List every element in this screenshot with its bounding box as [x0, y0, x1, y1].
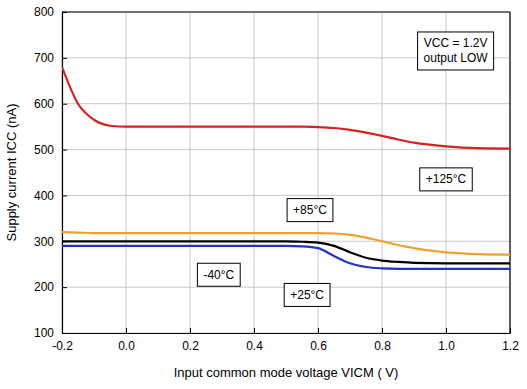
annotation-text: output LOW [424, 51, 489, 65]
series-line [62, 246, 510, 269]
x-grid-line [510, 12, 511, 333]
y-tick-mark [62, 195, 67, 196]
y-grid-line [62, 333, 510, 334]
plot: -0.2 0.0 0.2 0.4 0.6 0.8 1.0 1.2 100 200 300 400 500… [34, 5, 519, 352]
x-axis-line [63, 333, 511, 334]
y-tick-label: 500 [34, 143, 54, 157]
y-axis-title: Supply current ICC (nA) [4, 104, 19, 242]
x-tick-label: 1.0 [438, 339, 455, 353]
series-label: +125°C [420, 168, 473, 191]
y-tick: 200 [34, 280, 67, 294]
chart: -0.2 0.0 0.2 0.4 0.6 0.8 1.0 1.2 100 200 300 400 500… [0, 0, 527, 389]
x-tick-label: 0.4 [246, 339, 263, 353]
x-tick-mark [190, 328, 191, 333]
x-grid-line [382, 12, 383, 333]
x-tick-label: 1.2 [502, 339, 519, 353]
series-label-text: -40°C [203, 268, 234, 282]
series-label: -40°C [197, 263, 240, 286]
y-tick: 400 [34, 189, 67, 203]
x-tick: 0.0 [118, 328, 135, 353]
x-tick-label: -0.2 [52, 339, 73, 353]
y-tick-label: 400 [34, 189, 54, 203]
y-tick: 500 [34, 143, 67, 157]
series-group [62, 67, 510, 269]
series-line [62, 232, 510, 254]
series-label-box [287, 199, 333, 222]
x-grid-line [190, 12, 191, 333]
x-grid-line [62, 12, 63, 333]
x-tick-label: 0.2 [182, 339, 199, 353]
y-tick: 600 [34, 97, 67, 111]
x-tick-label: 0.0 [118, 339, 135, 353]
x-tick: 1.0 [438, 328, 455, 353]
frame-right [509, 12, 510, 333]
series-label-text: +125°C [426, 172, 467, 186]
series-label-text: +25°C [290, 288, 324, 302]
x-axis-title: Input common mode voltage VICM ( V) [174, 365, 399, 380]
x-tick-mark [126, 328, 127, 333]
series-labels: +125°C +85°C -40°C +25°C VCC = 1.2Voutput LO… [197, 32, 493, 306]
annotation: VCC = 1.2Voutput LOW [418, 32, 494, 70]
x-tick: 1.2 [502, 328, 519, 353]
y-tick-label: 300 [34, 235, 54, 249]
y-tick-mark [62, 104, 67, 105]
x-axis: -0.2 0.0 0.2 0.4 0.6 0.8 1.0 1.2 [52, 328, 519, 353]
frame-top [62, 11, 510, 12]
series-label-box [284, 283, 330, 306]
series-label-text: +85°C [293, 203, 327, 217]
x-tick: 0.8 [374, 328, 391, 353]
y-tick-label: 600 [34, 97, 54, 111]
x-tick: 0.6 [310, 328, 327, 353]
x-tick-mark [446, 328, 447, 333]
grid [62, 12, 510, 333]
x-tick-mark [318, 328, 319, 333]
y-tick: 700 [34, 51, 67, 65]
x-tick: 0.2 [182, 328, 199, 353]
x-grid-line [254, 12, 255, 333]
series-label-box [197, 263, 240, 286]
y-grid-line [62, 149, 510, 150]
y-tick-mark [62, 150, 67, 151]
y-tick: 100 [34, 326, 67, 340]
series-label: +85°C [287, 199, 333, 222]
x-tick-label: 0.8 [374, 339, 391, 353]
x-tick-mark [254, 328, 255, 333]
y-tick-label: 700 [34, 51, 54, 65]
x-tick-mark [382, 328, 383, 333]
y-tick-label: 200 [34, 280, 54, 294]
series-label-box [420, 168, 473, 191]
y-tick-label: 100 [34, 326, 54, 340]
y-tick-mark [62, 287, 67, 288]
x-tick-label: 0.6 [310, 339, 327, 353]
y-grid-line [62, 195, 510, 196]
y-axis-line [62, 13, 63, 334]
series-line [62, 241, 510, 263]
y-grid-line [62, 103, 510, 104]
annotation-text: VCC = 1.2V [424, 36, 488, 50]
y-tick-mark [62, 58, 67, 59]
series-line [62, 67, 510, 149]
y-tick-mark [62, 333, 67, 334]
y-axis: 100 200 300 400 500 600 700 800 [34, 5, 67, 340]
y-tick-label: 800 [34, 5, 54, 19]
x-tick: 0.4 [246, 328, 263, 353]
x-grid-line [126, 12, 127, 333]
annotation-box [418, 32, 494, 70]
y-grid-line [62, 12, 510, 13]
series-label: +25°C [284, 283, 330, 306]
